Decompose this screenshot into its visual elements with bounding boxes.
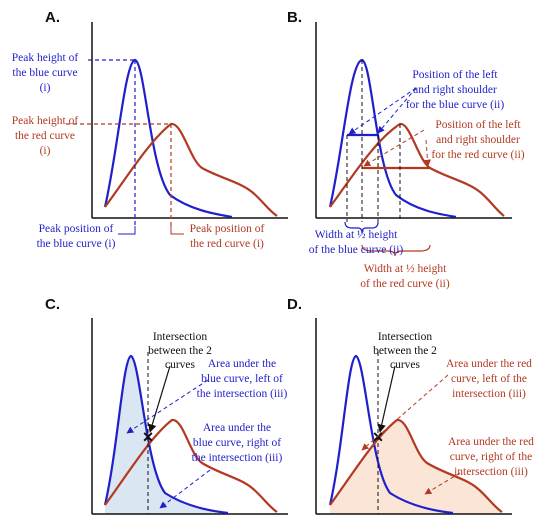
svg-text:(i): (i) (40, 145, 51, 157)
panel-d-intersection-mark: × (373, 427, 384, 447)
svg-text:blue curve, left of: blue curve, left of (201, 373, 283, 385)
svg-text:Peak height of: Peak height of (12, 52, 79, 64)
panel-b-red-width-brace (361, 244, 431, 257)
panel-b-width-blue-label: Width at ½ height of the blue curve (ii) (309, 229, 404, 256)
svg-text:Position of the left: Position of the left (412, 69, 498, 81)
panel-b-shoulder-blue-label: Position of the left and right shoulder … (406, 69, 505, 111)
panel-c-area-left-label: Area under the blue curve, left of the i… (197, 358, 288, 400)
svg-text:intersection (iii): intersection (iii) (452, 388, 526, 400)
panel-c-red-curve (104, 418, 278, 513)
svg-text:curve, right of the: curve, right of the (450, 451, 532, 463)
svg-text:(i): (i) (40, 82, 51, 94)
svg-text:and right shoulder: and right shoulder (413, 84, 497, 96)
panel-a-label: A. (45, 9, 60, 26)
panel-a-blue-position-connector (118, 226, 136, 235)
panel-c-blue-curve (103, 354, 229, 515)
svg-text:intersection (iii): intersection (iii) (454, 466, 528, 478)
panel-a-blue-curve (103, 58, 233, 219)
panel-a-peak-height-red-label: Peak height of the red curve (i) (12, 115, 79, 157)
panel-b-width-red-label: Width at ½ height of the red curve (ii) (360, 263, 450, 290)
panel-d: D. × Intersection between the 2 curves A… (287, 296, 534, 515)
svg-text:Area under the red: Area under the red (448, 436, 534, 448)
svg-text:Width at ½ height: Width at ½ height (364, 263, 447, 275)
svg-text:Peak position of: Peak position of (190, 223, 265, 235)
panel-c-intersection-label: Intersection between the 2 curves (148, 331, 212, 371)
panel-a-peak-position-blue-label: Peak position of the blue curve (i) (37, 223, 116, 250)
panel-c-blue-area-fill (105, 356, 228, 514)
panel-a: A. Peak height of the blue curve (i) Pea… (12, 9, 288, 250)
panel-d-red-curve (329, 418, 503, 513)
panel-b: B. Position of the left and right should… (287, 9, 525, 290)
panel-d-blue-curve (328, 354, 454, 515)
svg-text:the intersection (iii): the intersection (iii) (192, 452, 283, 464)
panel-a-peak-position-red-label: Peak position of the red curve (i) (190, 223, 265, 250)
svg-text:the intersection (iii): the intersection (iii) (197, 388, 288, 400)
panel-a-peak-height-blue-label: Peak height of the blue curve (i) (12, 52, 79, 94)
svg-text:Intersection: Intersection (153, 331, 208, 343)
panel-d-intersection-arrow (377, 365, 396, 433)
panel-c-intersection-arrow (148, 365, 171, 433)
panel-a-red-curve (104, 122, 278, 217)
svg-text:curve, left of the: curve, left of the (451, 373, 527, 385)
svg-text:curves: curves (165, 359, 196, 371)
svg-text:Area under the: Area under the (203, 422, 271, 434)
panel-b-red-right-shoulder-arrow (424, 139, 432, 167)
panel-d-area-right-label: Area under the red curve, right of the i… (448, 436, 534, 478)
panel-b-label: B. (287, 9, 302, 26)
svg-text:for the blue curve (ii): for the blue curve (ii) (406, 99, 505, 111)
svg-text:blue curve, right of: blue curve, right of (193, 437, 281, 449)
panel-d-label: D. (287, 296, 302, 313)
panel-b-blue-curve (328, 58, 457, 219)
panel-b-shoulder-red-label: Position of the left and right shoulder … (431, 119, 524, 161)
svg-text:and right shoulder: and right shoulder (436, 134, 520, 146)
svg-text:the red curve: the red curve (15, 130, 75, 142)
svg-text:Area under the: Area under the (208, 358, 276, 370)
svg-text:of the blue curve (ii): of the blue curve (ii) (309, 244, 404, 256)
panel-b-red-left-shoulder-arrow (363, 129, 425, 167)
panel-c-area-right-arrow (159, 469, 211, 509)
svg-text:Position of the left: Position of the left (435, 119, 521, 131)
panel-c-area-left-arrow (126, 379, 209, 434)
svg-text:for the red curve (ii): for the red curve (ii) (431, 149, 524, 161)
panel-c-intersection-mark: × (143, 427, 154, 447)
panel-d-area-left-label: Area under the red curve, left of the in… (446, 358, 532, 400)
panel-d-area-left-arrow (361, 374, 449, 451)
svg-text:of the red curve (ii): of the red curve (ii) (360, 278, 450, 290)
svg-text:the blue curve: the blue curve (12, 67, 77, 79)
panel-a-red-position-connector (170, 226, 184, 235)
svg-text:between the 2: between the 2 (373, 345, 437, 357)
svg-text:Intersection: Intersection (378, 331, 433, 343)
svg-text:Area under the red: Area under the red (446, 358, 532, 370)
svg-text:Peak height of: Peak height of (12, 115, 79, 127)
panel-b-blue-right-shoulder-arrow (377, 87, 417, 134)
svg-text:the blue curve (i): the blue curve (i) (37, 238, 116, 250)
svg-text:Width at ½ height: Width at ½ height (315, 229, 398, 241)
svg-text:between the 2: between the 2 (148, 345, 212, 357)
panel-c-area-right-label: Area under the blue curve, right of the … (192, 422, 283, 464)
panel-c-label: C. (45, 296, 60, 313)
panel-d-intersection-label: Intersection between the 2 curves (373, 331, 437, 371)
panel-b-blue-width-brace (344, 221, 379, 234)
panel-d-red-area-fill (330, 419, 502, 514)
svg-text:Peak position of: Peak position of (39, 223, 114, 235)
svg-text:curves: curves (390, 359, 421, 371)
panel-c: C. × Intersection between the 2 curves A… (45, 296, 288, 515)
svg-text:the red curve (i): the red curve (i) (190, 238, 264, 250)
